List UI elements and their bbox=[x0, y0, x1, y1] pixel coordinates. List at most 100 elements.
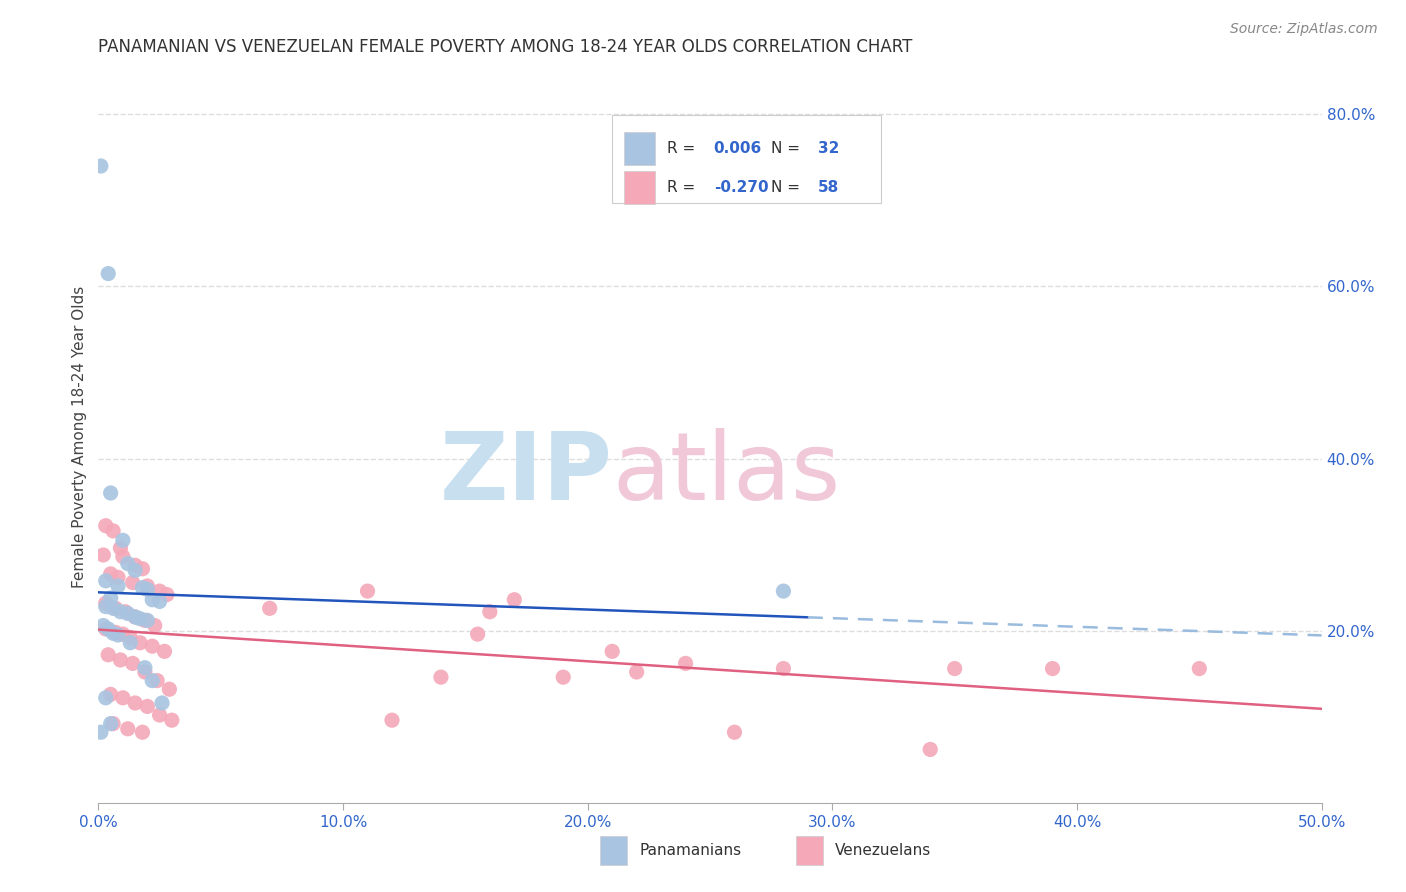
Point bbox=[100, 687, 122, 701]
Bar bbox=[624, 170, 655, 203]
Point bbox=[356, 584, 378, 599]
Point bbox=[114, 605, 136, 619]
Point bbox=[117, 607, 139, 621]
Point bbox=[120, 631, 142, 645]
Point bbox=[110, 605, 132, 619]
Point bbox=[160, 713, 183, 727]
Text: atlas: atlas bbox=[612, 427, 841, 520]
Point bbox=[100, 591, 122, 605]
Point bbox=[131, 581, 153, 595]
Point bbox=[121, 657, 143, 671]
Point bbox=[136, 579, 159, 593]
Point bbox=[503, 592, 526, 607]
Point bbox=[110, 653, 132, 667]
Point bbox=[111, 690, 134, 705]
Point bbox=[121, 575, 143, 590]
Point bbox=[100, 486, 122, 500]
Point bbox=[90, 725, 112, 739]
Point bbox=[94, 690, 117, 705]
Point bbox=[772, 662, 794, 676]
Point bbox=[150, 696, 173, 710]
Point bbox=[626, 665, 648, 679]
Point bbox=[143, 618, 166, 632]
Point bbox=[943, 662, 966, 676]
Point bbox=[259, 601, 281, 615]
Point bbox=[100, 716, 122, 731]
Text: ZIP: ZIP bbox=[439, 427, 612, 520]
Point bbox=[146, 673, 169, 688]
Point bbox=[111, 627, 134, 641]
Point bbox=[131, 562, 153, 576]
Point bbox=[124, 558, 146, 573]
Point bbox=[149, 584, 172, 599]
Text: R =: R = bbox=[668, 179, 700, 194]
Point bbox=[94, 622, 117, 636]
Point bbox=[110, 541, 132, 555]
Point bbox=[600, 644, 623, 658]
Point bbox=[91, 548, 114, 562]
Bar bbox=[600, 836, 627, 865]
FancyBboxPatch shape bbox=[612, 115, 882, 203]
Point bbox=[129, 612, 152, 626]
Point bbox=[101, 524, 124, 538]
Point bbox=[104, 625, 127, 640]
Text: Source: ZipAtlas.com: Source: ZipAtlas.com bbox=[1230, 22, 1378, 37]
Point bbox=[94, 596, 117, 610]
Y-axis label: Female Poverty Among 18-24 Year Olds: Female Poverty Among 18-24 Year Olds bbox=[72, 286, 87, 588]
Point bbox=[381, 713, 404, 727]
Text: PANAMANIAN VS VENEZUELAN FEMALE POVERTY AMONG 18-24 YEAR OLDS CORRELATION CHART: PANAMANIAN VS VENEZUELAN FEMALE POVERTY … bbox=[98, 38, 912, 56]
Point bbox=[101, 626, 124, 640]
Point bbox=[107, 628, 129, 642]
Point bbox=[1188, 662, 1211, 676]
Point bbox=[134, 613, 156, 627]
Point bbox=[124, 696, 146, 710]
Text: Panamanians: Panamanians bbox=[640, 843, 741, 858]
Text: -0.270: -0.270 bbox=[714, 179, 768, 194]
Point bbox=[100, 566, 122, 581]
Point bbox=[1042, 662, 1064, 676]
Point bbox=[156, 588, 179, 602]
Point bbox=[149, 594, 172, 608]
Point bbox=[920, 742, 942, 756]
Text: 58: 58 bbox=[818, 179, 839, 194]
Bar bbox=[624, 132, 655, 165]
Point bbox=[124, 564, 146, 578]
Point bbox=[153, 644, 176, 658]
Point bbox=[141, 673, 163, 688]
Point bbox=[94, 599, 117, 614]
Text: N =: N = bbox=[770, 141, 806, 156]
Point bbox=[97, 648, 120, 662]
Point bbox=[124, 610, 146, 624]
Point bbox=[111, 533, 134, 548]
Point bbox=[129, 636, 152, 650]
Point bbox=[134, 665, 156, 679]
Point bbox=[478, 605, 501, 619]
Text: 0.006: 0.006 bbox=[714, 141, 762, 156]
Point bbox=[675, 657, 697, 671]
Point bbox=[120, 636, 142, 650]
Point bbox=[141, 592, 163, 607]
Point bbox=[107, 570, 129, 584]
Point bbox=[157, 682, 180, 697]
Bar bbox=[796, 836, 823, 865]
Point bbox=[467, 627, 489, 641]
Point bbox=[430, 670, 453, 684]
Text: N =: N = bbox=[770, 179, 806, 194]
Text: Venezuelans: Venezuelans bbox=[835, 843, 931, 858]
Point bbox=[136, 582, 159, 597]
Point bbox=[101, 716, 124, 731]
Point bbox=[131, 725, 153, 739]
Point bbox=[117, 557, 139, 571]
Text: 32: 32 bbox=[818, 141, 839, 156]
Point bbox=[134, 661, 156, 675]
Point bbox=[104, 601, 127, 615]
Point bbox=[117, 722, 139, 736]
Point bbox=[97, 267, 120, 281]
Point bbox=[94, 518, 117, 533]
Text: R =: R = bbox=[668, 141, 700, 156]
Point bbox=[101, 601, 124, 615]
Point bbox=[136, 699, 159, 714]
Point bbox=[723, 725, 745, 739]
Point bbox=[124, 610, 146, 624]
Point bbox=[91, 618, 114, 632]
